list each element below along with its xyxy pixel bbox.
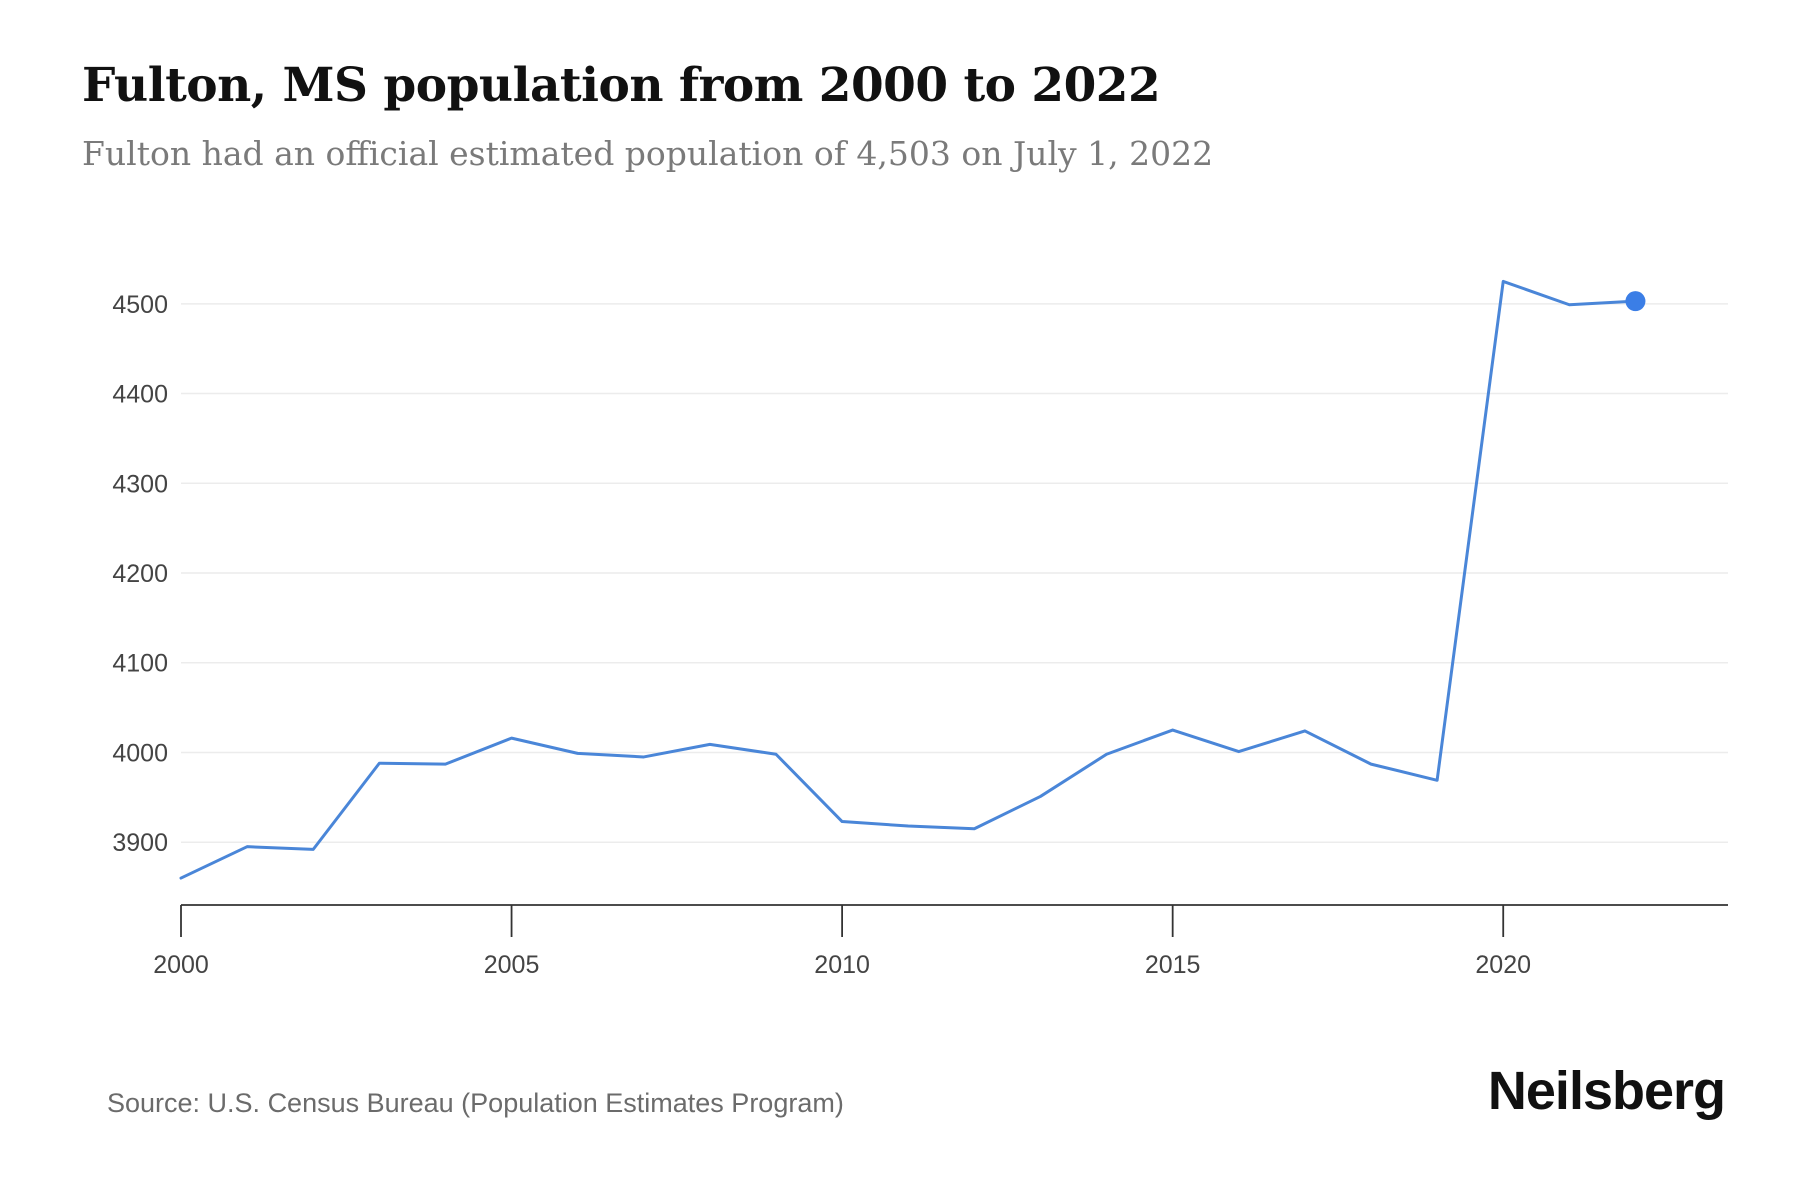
y-tick-label: 4500 xyxy=(112,291,168,319)
chart-subtitle: Fulton had an official estimated populat… xyxy=(82,134,1214,173)
x-tick-label: 2010 xyxy=(814,951,870,979)
y-tick-label: 4400 xyxy=(112,381,168,409)
y-axis-labels: 3900 4000 4100 4200 4300 4400 4500 xyxy=(112,291,168,857)
y-tick-label: 4000 xyxy=(112,739,168,767)
source-note: Source: U.S. Census Bureau (Population E… xyxy=(107,1088,844,1118)
x-tick-label: 2000 xyxy=(153,951,209,979)
y-tick-label: 4300 xyxy=(112,470,168,498)
latest-value-marker xyxy=(1625,291,1646,312)
y-tick-label: 3900 xyxy=(112,829,168,857)
population-line xyxy=(179,279,1637,880)
brand-logo: Neilsberg xyxy=(1487,1061,1726,1121)
x-tick-label: 2020 xyxy=(1475,951,1531,979)
y-tick-label: 4100 xyxy=(112,650,168,678)
x-axis: 2000 2005 2010 2015 2020 xyxy=(153,905,1531,979)
x-tick-label: 2005 xyxy=(484,951,540,979)
line-chart: 3900 4000 4100 4200 4300 4400 4500 2000 2005 201… xyxy=(112,279,1728,979)
chart-title: Fulton, MS population from 2000 to 2022 xyxy=(82,58,1161,113)
grid-layer xyxy=(181,303,1728,843)
y-tick-label: 4200 xyxy=(112,560,168,588)
x-tick-label: 2015 xyxy=(1145,951,1201,979)
